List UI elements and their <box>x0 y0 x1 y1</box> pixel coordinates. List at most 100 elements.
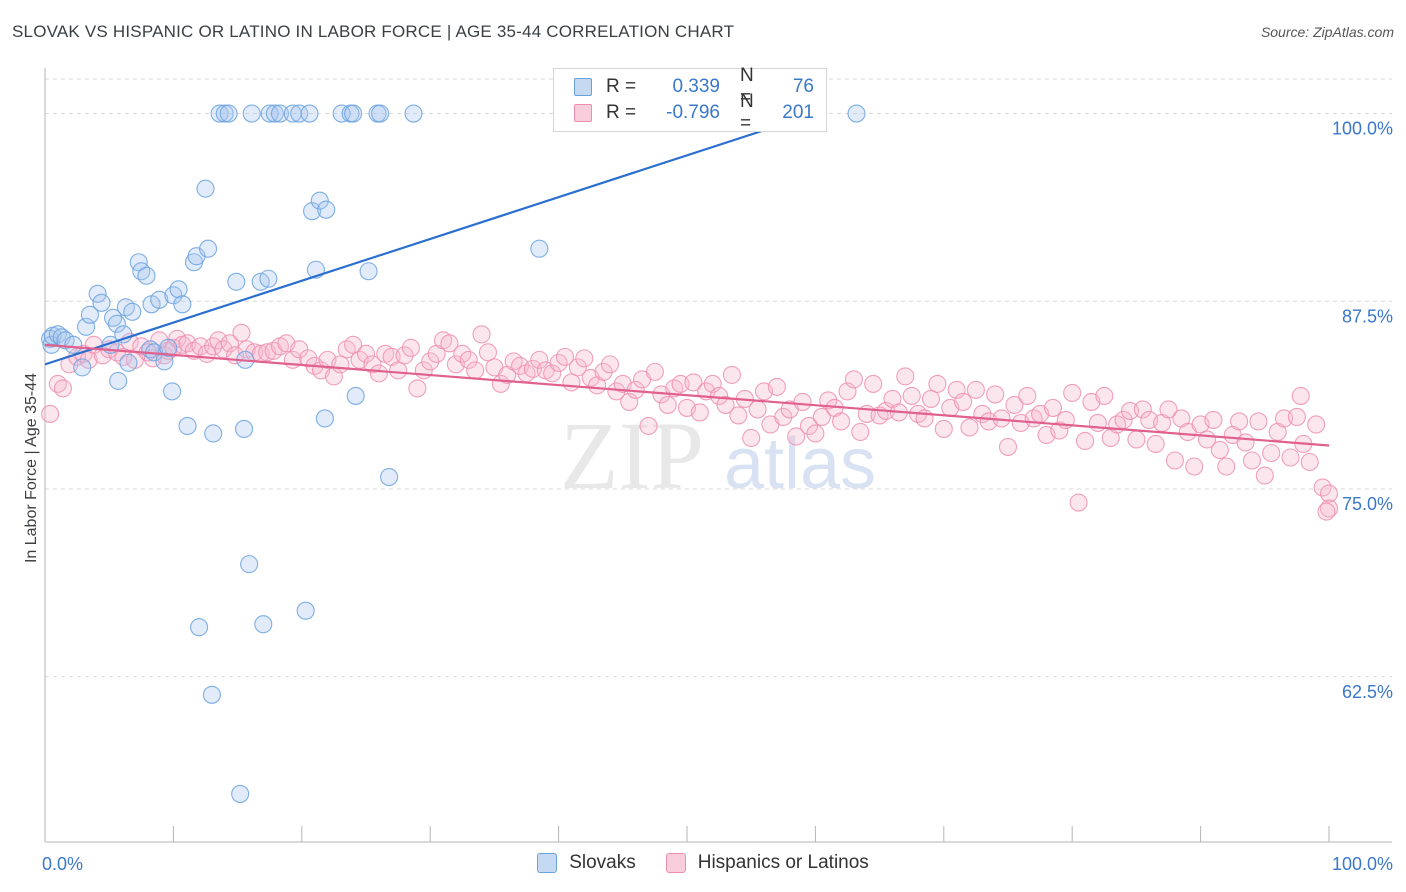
data-point <box>742 428 761 448</box>
slovak-points <box>41 104 866 803</box>
data-point <box>380 467 399 487</box>
data-point <box>163 382 182 401</box>
data-point <box>607 382 626 401</box>
data-point <box>1319 499 1339 518</box>
data-point <box>270 104 290 123</box>
data-point <box>260 104 279 123</box>
tick-labels: 62.5% 75.0% 87.5% 100.0% 0.0% 100.0% <box>42 119 1393 874</box>
data-point <box>1210 440 1229 460</box>
series-legend-hispanics[interactable]: Hispanics or Latinos <box>665 852 869 874</box>
data-point <box>844 370 863 389</box>
data-point <box>408 379 427 398</box>
data-point <box>155 352 174 371</box>
data-point <box>202 685 221 704</box>
data-point <box>851 422 870 442</box>
data-point <box>317 200 336 219</box>
watermark-atlas: atlas <box>724 424 876 504</box>
data-point <box>562 373 581 392</box>
data-point <box>594 362 613 381</box>
data-point <box>1146 434 1165 454</box>
data-point <box>389 361 408 380</box>
data-point <box>639 416 658 436</box>
series-legend-label: Hispanics or Latinos <box>697 852 869 873</box>
data-point <box>363 355 382 374</box>
data-point <box>1063 383 1082 402</box>
source-label: Source: ZipAtlas.com <box>1260 24 1394 40</box>
data-point <box>123 302 142 321</box>
data-point <box>1204 410 1223 429</box>
legend-n-label: N = <box>740 91 754 134</box>
data-point <box>159 338 178 357</box>
data-point <box>359 262 378 281</box>
data-point <box>799 416 819 436</box>
data-point <box>109 371 128 390</box>
data-point <box>1319 484 1339 503</box>
data-point <box>748 400 767 419</box>
data-point <box>684 373 703 392</box>
data-point <box>819 391 838 410</box>
data-point <box>902 386 921 405</box>
data-point <box>1230 412 1249 431</box>
data-point <box>53 379 73 398</box>
data-point <box>395 346 414 365</box>
data-point <box>77 317 96 336</box>
series-swatch-pink <box>665 853 686 873</box>
data-point <box>209 331 228 350</box>
data-point <box>1069 493 1088 512</box>
data-point <box>41 404 60 423</box>
data-point <box>107 314 126 333</box>
data-point <box>1185 457 1204 476</box>
data-point <box>80 305 99 324</box>
legend-r-value: -0.796 <box>666 102 720 123</box>
data-point <box>1075 431 1095 451</box>
data-point <box>231 784 250 803</box>
data-point <box>371 104 390 123</box>
data-point <box>787 427 806 446</box>
data-point <box>478 343 498 362</box>
data-point <box>1291 386 1310 405</box>
hispanic-trend-line <box>44 343 1330 447</box>
data-point <box>1287 407 1306 426</box>
data-point <box>1127 430 1146 449</box>
data-point <box>303 202 322 221</box>
data-point <box>998 437 1018 457</box>
data-point <box>219 104 238 123</box>
data-point <box>178 416 197 436</box>
data-point <box>242 104 261 123</box>
data-point <box>92 293 111 312</box>
data-point <box>1317 502 1336 521</box>
series-legend-label: Slovaks <box>569 852 636 873</box>
data-point <box>331 355 350 374</box>
data-point <box>722 365 741 384</box>
data-point <box>196 179 215 198</box>
data-point <box>767 377 786 396</box>
data-point <box>315 409 334 428</box>
data-point <box>73 358 92 377</box>
data-point <box>986 385 1005 404</box>
data-point <box>344 335 363 354</box>
legend-n-value: 76 <box>792 76 814 97</box>
data-point <box>265 104 284 123</box>
data-point <box>966 380 985 399</box>
data-point <box>847 104 866 123</box>
data-point <box>346 386 365 405</box>
data-point <box>220 334 239 353</box>
data-point <box>232 323 251 342</box>
data-point <box>928 374 947 393</box>
data-point <box>1249 412 1268 431</box>
data-point <box>119 353 138 372</box>
series-legend-slovaks[interactable]: Slovaks <box>537 852 636 874</box>
data-point <box>716 395 735 414</box>
axes <box>44 68 1392 843</box>
data-point <box>1242 451 1262 470</box>
data-point <box>310 191 329 210</box>
data-point <box>1159 400 1178 419</box>
data-point <box>356 344 376 363</box>
data-point <box>290 104 309 123</box>
data-point <box>1133 400 1152 419</box>
chart-title: SLOVAK VS HISPANIC OR LATINO IN LABOR FO… <box>12 22 735 41</box>
data-point <box>199 239 218 258</box>
y-tick-label: 62.5% <box>1342 682 1393 702</box>
data-point <box>440 334 459 353</box>
legend-swatch-pink <box>574 104 592 122</box>
